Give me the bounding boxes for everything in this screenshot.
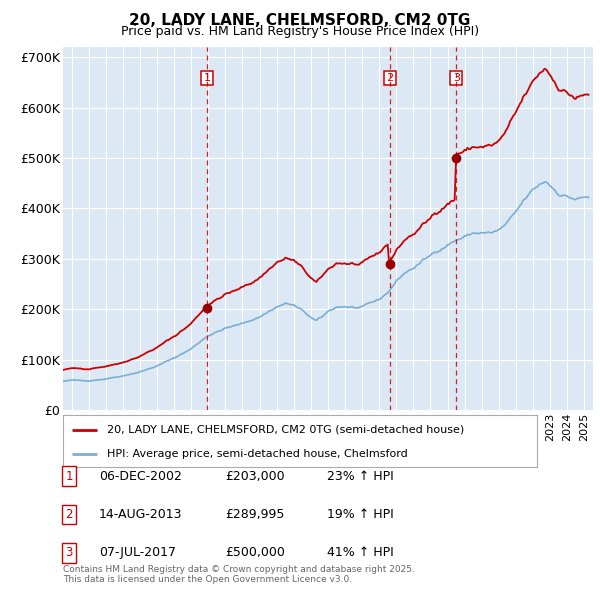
Text: 07-JUL-2017: 07-JUL-2017	[99, 546, 176, 559]
Text: 2: 2	[386, 73, 394, 83]
Text: 3: 3	[453, 73, 460, 83]
Text: HPI: Average price, semi-detached house, Chelmsford: HPI: Average price, semi-detached house,…	[107, 450, 407, 459]
Text: £289,995: £289,995	[225, 508, 284, 521]
Text: 23% ↑ HPI: 23% ↑ HPI	[327, 470, 394, 483]
Text: 2: 2	[65, 508, 73, 521]
Text: 41% ↑ HPI: 41% ↑ HPI	[327, 546, 394, 559]
Text: 20, LADY LANE, CHELMSFORD, CM2 0TG: 20, LADY LANE, CHELMSFORD, CM2 0TG	[130, 13, 470, 28]
Text: Contains HM Land Registry data © Crown copyright and database right 2025.
This d: Contains HM Land Registry data © Crown c…	[63, 565, 415, 584]
Text: 14-AUG-2013: 14-AUG-2013	[99, 508, 182, 521]
Text: Price paid vs. HM Land Registry's House Price Index (HPI): Price paid vs. HM Land Registry's House …	[121, 25, 479, 38]
Text: £203,000: £203,000	[225, 470, 284, 483]
Text: 19% ↑ HPI: 19% ↑ HPI	[327, 508, 394, 521]
Text: 20, LADY LANE, CHELMSFORD, CM2 0TG (semi-detached house): 20, LADY LANE, CHELMSFORD, CM2 0TG (semi…	[107, 425, 464, 435]
Text: 1: 1	[203, 73, 211, 83]
Text: 3: 3	[65, 546, 73, 559]
Text: 06-DEC-2002: 06-DEC-2002	[99, 470, 182, 483]
Text: £500,000: £500,000	[225, 546, 285, 559]
Text: 1: 1	[65, 470, 73, 483]
